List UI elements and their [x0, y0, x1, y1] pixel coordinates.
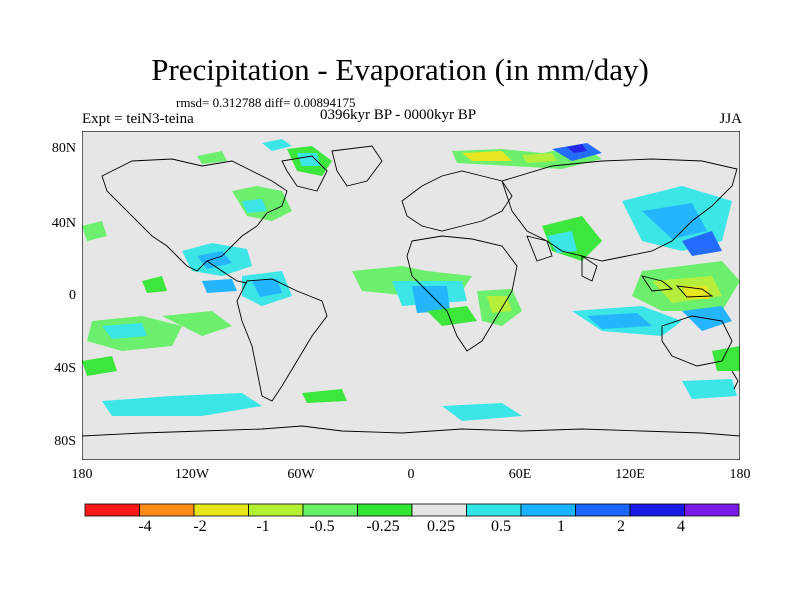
- y-tick-80n: 80N: [51, 141, 76, 156]
- colorbar-box: [193, 503, 249, 517]
- y-tick-0: 0: [69, 288, 76, 303]
- x-tick-0: 0: [407, 467, 415, 482]
- x-tick-60e: 60E: [508, 467, 532, 482]
- y-tick-40s: 40S: [54, 361, 76, 376]
- x-tick-120e: 120E: [615, 467, 645, 482]
- stats-text: rmsd= 0.312788 diff= 0.00894175: [176, 95, 356, 110]
- colorbar-label: -0.5: [309, 518, 335, 535]
- x-tick-60w: 60W: [287, 467, 315, 482]
- colorbar-label: -0.25: [366, 518, 400, 535]
- world-map: [82, 131, 740, 460]
- colorbar-label: -4: [138, 518, 152, 535]
- colorbar-box: [684, 503, 740, 517]
- colorbar-box: [575, 503, 631, 517]
- coastlines: [82, 145, 740, 437]
- colorbar-label: 4: [677, 518, 685, 535]
- colorbar-box: [248, 503, 304, 517]
- colorbar-label: 0.5: [491, 518, 511, 535]
- plot-title: Precipitation - Evaporation (in mm/day): [151, 52, 649, 87]
- y-tick-80s: 80S: [54, 434, 76, 449]
- colorbar-label: -2: [193, 518, 207, 535]
- colorbar-box: [466, 503, 522, 517]
- y-tick-40n: 40N: [51, 216, 76, 231]
- x-tick-180e: 180: [729, 467, 751, 482]
- colorbar-box: [84, 503, 140, 517]
- x-tick-180w: 180: [71, 467, 93, 482]
- season-label: JJA: [719, 111, 742, 127]
- period-label: 0396kyr BP - 0000kyr BP: [320, 107, 477, 123]
- x-tick-120w: 120W: [174, 467, 210, 482]
- colorbar-box: [302, 503, 358, 517]
- anomaly-field: [82, 139, 740, 421]
- colorbar-label: -1: [256, 518, 270, 535]
- colorbar-box: [411, 503, 467, 517]
- colorbar-box: [520, 503, 576, 517]
- experiment-label: Expt = teiN3-teina: [82, 111, 194, 127]
- colorbar-box: [357, 503, 413, 517]
- colorbar-label: 1: [557, 518, 565, 535]
- colorbar-box: [629, 503, 685, 517]
- colorbar-label: 2: [617, 518, 625, 535]
- colorbar-box: [139, 503, 195, 517]
- colorbar: [84, 503, 740, 517]
- colorbar-label: 0.25: [427, 518, 455, 535]
